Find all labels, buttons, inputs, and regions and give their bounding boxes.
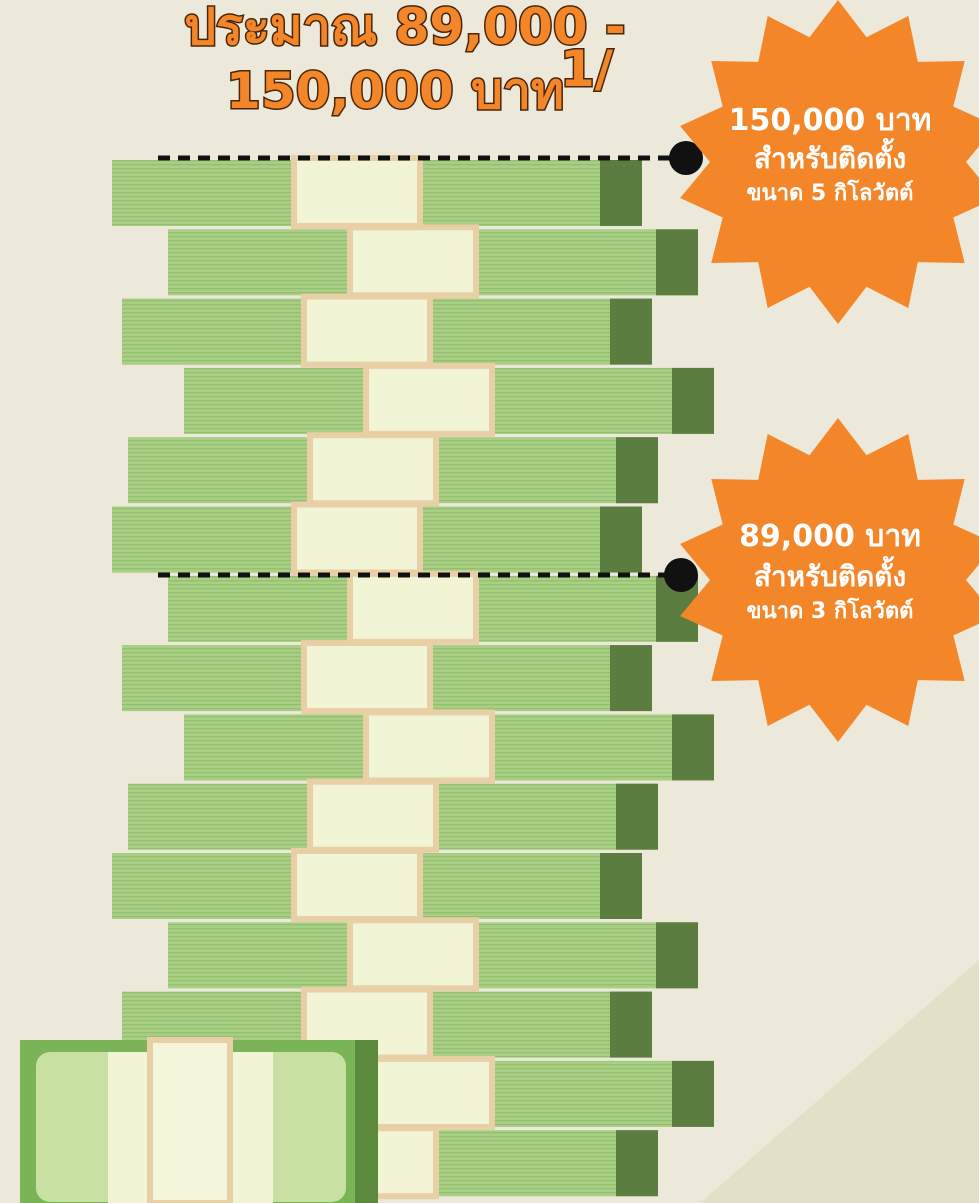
bill-edge	[672, 714, 714, 781]
footnote-mark: 1/	[560, 40, 614, 98]
bill-edge	[656, 229, 698, 296]
bill-band	[307, 778, 439, 853]
bill-band	[291, 848, 423, 922]
bill-band	[347, 917, 479, 992]
money-stack	[112, 155, 714, 1200]
bill-edge	[610, 645, 652, 712]
bill-band	[291, 155, 423, 229]
bill-band	[291, 501, 423, 576]
marker-bottom	[158, 558, 698, 592]
badge-burst	[680, 0, 979, 324]
bill-band	[347, 570, 479, 645]
marker-top	[158, 141, 703, 175]
bill-band	[301, 640, 433, 715]
bill	[184, 709, 714, 784]
bill	[168, 224, 698, 299]
bill	[168, 917, 698, 992]
bill-edge	[616, 783, 658, 850]
bill-edge	[616, 437, 658, 504]
big-bill	[20, 1037, 378, 1203]
badge-text: ขนาด 5 กิโลวัตต์	[747, 179, 914, 206]
bill-band	[363, 1055, 495, 1130]
bill-band	[307, 432, 439, 507]
bill-band	[363, 362, 495, 437]
badge-amount: 89,000 บาท	[739, 519, 921, 554]
bill-edge	[600, 506, 642, 573]
bill	[168, 570, 698, 645]
bill-band	[301, 293, 433, 368]
bill-edge	[672, 367, 714, 434]
bill-band	[347, 224, 479, 299]
bill-edge	[672, 1060, 714, 1127]
bill	[112, 848, 642, 922]
bill	[122, 293, 652, 368]
title: 150,000 บาท	[226, 62, 564, 120]
bill	[112, 501, 642, 576]
bill-edge	[610, 991, 652, 1058]
badge-burst	[680, 418, 979, 742]
bill-edge	[600, 160, 642, 226]
badge-amount: 150,000 บาท	[729, 103, 932, 138]
bill	[184, 362, 714, 437]
bill-edge	[616, 1130, 658, 1197]
bill-edge	[600, 853, 642, 919]
badge-text: ขนาด 3 กิโลวัตต์	[747, 597, 914, 624]
bill-band	[363, 709, 495, 784]
bill	[122, 640, 652, 715]
bill	[128, 432, 658, 507]
badge-text: สำหรับติดตั้ง	[754, 555, 906, 593]
bill-edge	[610, 298, 652, 365]
title: ประมาณ 89,000 -	[184, 0, 625, 56]
bill	[112, 155, 642, 229]
background-shape	[700, 960, 979, 1203]
bill	[128, 778, 658, 853]
badge-text: สำหรับติดตั้ง	[754, 137, 906, 175]
bill-edge	[656, 922, 698, 989]
